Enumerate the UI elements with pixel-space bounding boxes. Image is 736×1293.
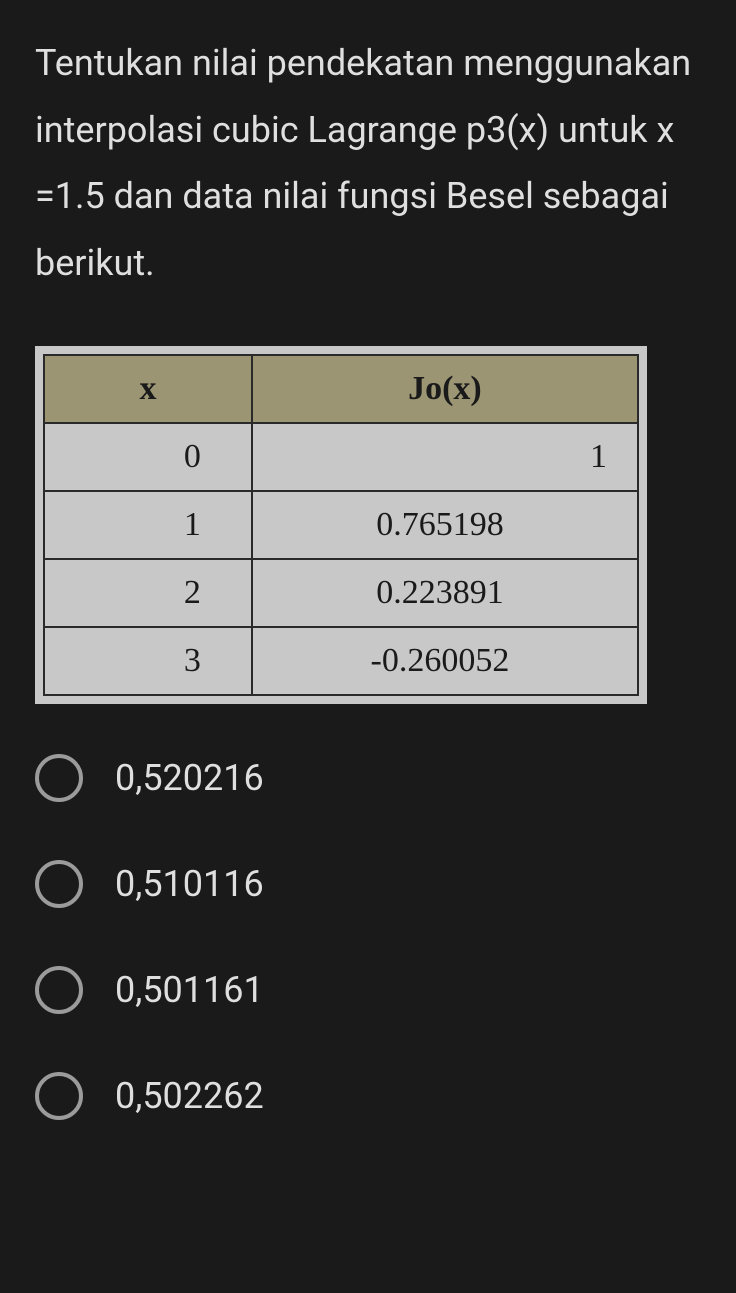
- answer-options: 0,520216 0,510116 0,501161 0,502262: [35, 754, 701, 1120]
- table-row: 2 0.223891: [44, 559, 638, 627]
- table-row: 1 0.765198: [44, 491, 638, 559]
- radio-icon: [35, 754, 83, 802]
- table-cell: 2: [44, 559, 252, 627]
- option-label: 0,501161: [115, 969, 264, 1011]
- table-cell: 0.223891: [252, 559, 638, 627]
- table-header-jox: Jo(x): [252, 355, 638, 423]
- option-label: 0,520216: [115, 757, 264, 799]
- table-cell: 1: [44, 491, 252, 559]
- table-cell: 0: [44, 423, 252, 491]
- table-cell: 1: [252, 423, 638, 491]
- table-header-row: x Jo(x): [44, 355, 638, 423]
- answer-option-1[interactable]: 0,520216: [35, 754, 701, 802]
- option-label: 0,502262: [115, 1075, 264, 1117]
- option-label: 0,510116: [115, 863, 264, 905]
- table-header-x: x: [44, 355, 252, 423]
- data-table: x Jo(x) 0 1 1 0.765198 2 0.223891 3 -0.2…: [43, 354, 639, 696]
- data-table-wrapper: x Jo(x) 0 1 1 0.765198 2 0.223891 3 -0.2…: [35, 346, 647, 704]
- answer-option-2[interactable]: 0,510116: [35, 860, 701, 908]
- table-row: 3 -0.260052: [44, 627, 638, 695]
- table-cell: -0.260052: [252, 627, 638, 695]
- table-cell: 0.765198: [252, 491, 638, 559]
- radio-icon: [35, 1072, 83, 1120]
- table-cell: 3: [44, 627, 252, 695]
- table-row: 0 1: [44, 423, 638, 491]
- radio-icon: [35, 966, 83, 1014]
- answer-option-4[interactable]: 0,502262: [35, 1072, 701, 1120]
- answer-option-3[interactable]: 0,501161: [35, 966, 701, 1014]
- question-text: Tentukan nilai pendekatan menggunakan in…: [35, 30, 701, 296]
- radio-icon: [35, 860, 83, 908]
